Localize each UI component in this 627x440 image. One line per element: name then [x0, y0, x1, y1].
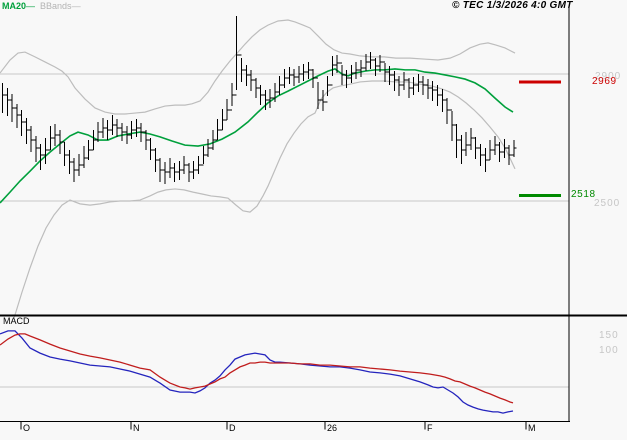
- resistance-level-label: 2969: [592, 76, 617, 87]
- time-axis-label-O: O: [23, 423, 31, 433]
- support-level-label: 2518: [571, 189, 596, 200]
- copyright-text: © TEC 1/3/2026 4:0 GMT: [452, 0, 573, 11]
- legend: MA20— BBands—: [2, 1, 81, 11]
- time-axis-label-N: N: [133, 423, 140, 433]
- time-axis-label-26: 26: [327, 423, 338, 433]
- ma20-line-swatch: —: [26, 1, 36, 11]
- bbands-line-swatch: —: [71, 1, 81, 11]
- bollinger-lower-band-line: [13, 80, 516, 319]
- bollinger-upper-band-line: [0, 19, 516, 115]
- price-axis-label-2500: 2500: [594, 198, 621, 209]
- time-axis-label-D: D: [229, 423, 236, 433]
- macd-line: [0, 330, 514, 414]
- macd-scale-label-150: 150: [599, 330, 619, 341]
- macd-signal-line: [0, 333, 514, 404]
- time-axis-label-F: F: [427, 423, 433, 433]
- macd-scale-label-100: 100: [599, 345, 619, 356]
- ma20-line: [0, 68, 514, 204]
- legend-bbands-label: BBands: [40, 1, 72, 11]
- macd-panel-label: MACD: [3, 316, 30, 326]
- price-axis-label-2900: 2900: [595, 71, 622, 82]
- legend-ma20-label: MA20: [2, 1, 27, 11]
- time-axis-label-M: M: [528, 423, 536, 433]
